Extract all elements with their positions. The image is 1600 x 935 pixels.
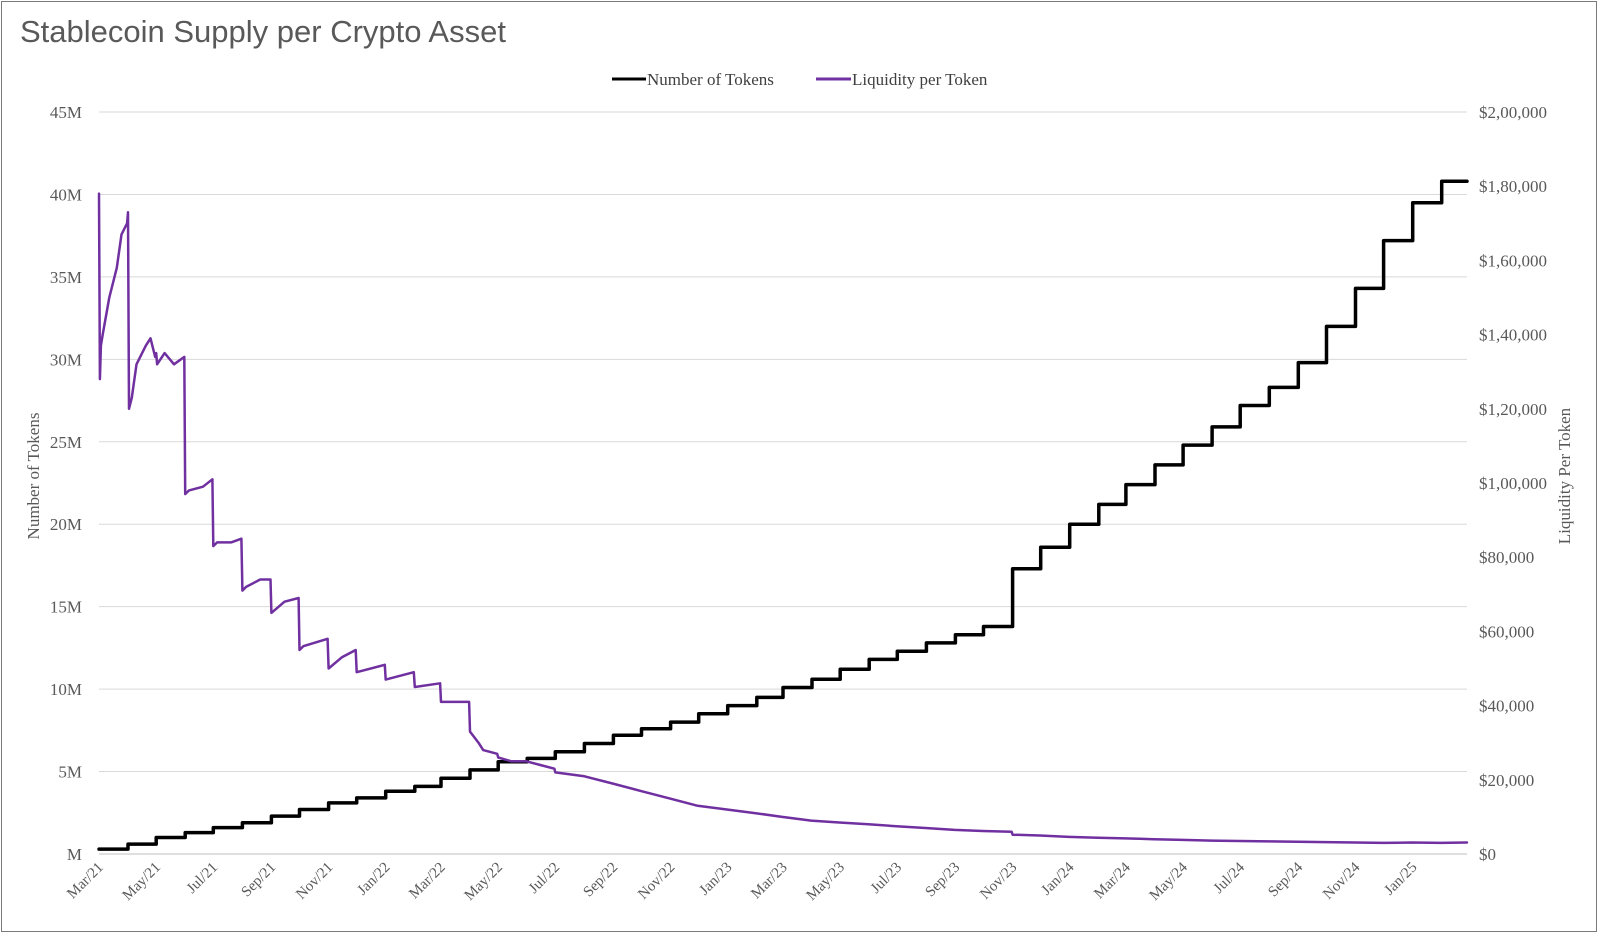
right-tick-label: $1,40,000 (1479, 326, 1547, 345)
x-tick-label: Sep/24 (1265, 859, 1306, 900)
x-tick-label: Jan/23 (697, 860, 736, 899)
series-lines (97, 179, 1469, 851)
right-tick-label: $1,20,000 (1479, 400, 1547, 419)
right-tick-label: $1,00,000 (1479, 474, 1547, 493)
left-tick-label: 25M (50, 433, 82, 452)
chart-title: Stablecoin Supply per Crypto Asset (20, 14, 506, 49)
right-tick-label: $0 (1479, 845, 1496, 864)
x-tick-label: Jul/21 (184, 860, 221, 897)
legend-label-tokens: Number of Tokens (647, 70, 774, 89)
x-tick-label: May/23 (804, 860, 848, 904)
left-tick-label: 15M (50, 598, 82, 617)
right-axis-label: Liquidity Per Token (1555, 407, 1574, 544)
x-tick-label: Mar/21 (64, 860, 107, 903)
left-axis-ticks: M 5M 10M 15M 20M 25M 30M 35M 40M 45M (50, 103, 82, 864)
left-tick-label: 10M (50, 680, 82, 699)
x-tick-label: Mar/24 (1091, 859, 1134, 902)
x-tick-label: Nov/21 (293, 860, 336, 903)
right-tick-label: $80,000 (1479, 548, 1534, 567)
x-tick-label: Nov/22 (635, 860, 678, 903)
legend: Number of Tokens Liquidity per Token (612, 70, 988, 89)
x-tick-label: Jan/25 (1381, 860, 1420, 899)
left-tick-label: 30M (50, 350, 82, 369)
x-tick-label: Jan/24 (1039, 859, 1078, 898)
x-tick-label: May/22 (462, 860, 506, 904)
x-tick-label: May/21 (120, 860, 164, 904)
x-tick-label: Jul/23 (868, 860, 905, 897)
x-tick-label: May/24 (1147, 859, 1192, 904)
x-tick-label: Sep/23 (922, 860, 963, 901)
x-tick-label: Jan/22 (355, 860, 394, 899)
legend-label-liquidity: Liquidity per Token (852, 70, 988, 89)
left-tick-label: 5M (58, 763, 82, 782)
series-line-liquidity-per-token (97, 192, 1469, 845)
x-tick-label: Sep/21 (238, 860, 279, 901)
right-tick-label: $40,000 (1479, 697, 1534, 716)
x-tick-label: Sep/22 (580, 860, 621, 901)
right-tick-label: $60,000 (1479, 622, 1534, 641)
x-tick-label: Jul/24 (1211, 859, 1249, 897)
left-axis-label: Number of Tokens (24, 413, 43, 540)
left-tick-label: 35M (50, 268, 82, 287)
left-tick-label: 45M (50, 103, 82, 122)
x-tick-label: Jul/22 (526, 860, 563, 897)
x-tick-label: Nov/24 (1320, 859, 1363, 902)
x-tick-label: Mar/22 (406, 860, 449, 903)
right-axis-ticks: $0 $20,000 $40,000 $60,000 $80,000 $1,00,000 $… (1479, 103, 1547, 864)
right-tick-label: $1,80,000 (1479, 177, 1547, 196)
gridlines (99, 111, 1467, 855)
x-tick-label: Mar/23 (748, 860, 791, 903)
left-tick-label: M (67, 845, 82, 864)
right-tick-label: $20,000 (1479, 771, 1534, 790)
x-axis-ticks: Mar/21 May/21 Jul/21 Sep/21 Nov/21 Jan/22 Mar/… (64, 859, 1420, 904)
left-tick-label: 40M (50, 185, 82, 204)
right-tick-label: $2,00,000 (1479, 103, 1547, 122)
series-line-number-of-tokens (97, 179, 1469, 851)
left-tick-label: 20M (50, 515, 82, 534)
x-tick-label: Nov/23 (977, 860, 1020, 903)
right-tick-label: $1,60,000 (1479, 251, 1547, 270)
